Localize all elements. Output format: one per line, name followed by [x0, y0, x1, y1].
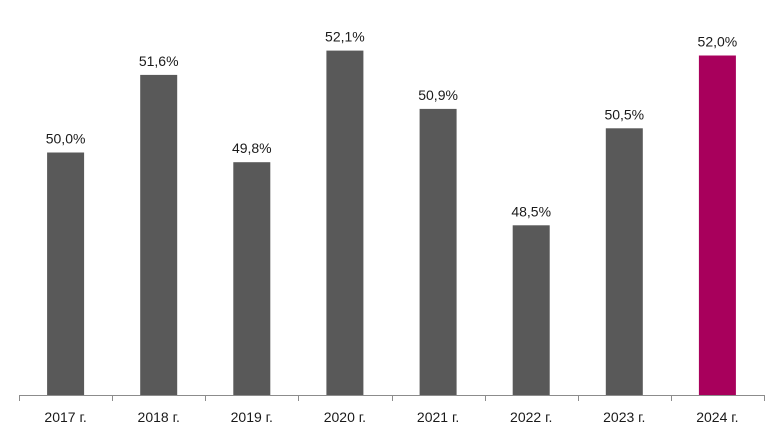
x-axis	[19, 395, 765, 401]
x-tick-label-3: 2019 г.	[231, 409, 273, 425]
x-tick-label-7: 2023 г.	[603, 409, 645, 425]
bar-6	[512, 225, 550, 396]
bar-5	[419, 108, 457, 396]
bar-3	[233, 162, 271, 395]
bar-2	[140, 74, 178, 396]
bar-8	[698, 55, 736, 395]
bar-4	[326, 50, 364, 395]
data-labels-group: 50,0% 51,6% 49,8% 52,1% 50,9% 48,5% 50,5% 52,0%	[46, 29, 738, 220]
data-label-4: 52,1%	[325, 29, 365, 45]
x-tick-label-6: 2022 г.	[510, 409, 552, 425]
data-label-6: 48,5%	[511, 203, 551, 219]
bar-1	[47, 152, 85, 395]
data-label-8: 52,0%	[698, 34, 738, 50]
x-tick-label-4: 2020 г.	[324, 409, 366, 425]
bars-group	[47, 50, 736, 396]
data-label-5: 50,9%	[418, 87, 458, 103]
x-tick-label-8: 2024 г.	[696, 409, 738, 425]
x-tick-label-5: 2021 г.	[417, 409, 459, 425]
data-label-1: 50,0%	[46, 131, 86, 147]
x-tick-label-1: 2017 г.	[44, 409, 86, 425]
x-tick-label-2: 2018 г.	[138, 409, 180, 425]
data-label-2: 51,6%	[139, 53, 179, 69]
data-label-3: 49,8%	[232, 140, 272, 156]
bar-7	[605, 128, 643, 396]
data-label-7: 50,5%	[604, 106, 644, 122]
x-tick-labels-group: 2017 г. 2018 г. 2019 г. 2020 г. 2021 г. 2022 …	[44, 409, 738, 425]
